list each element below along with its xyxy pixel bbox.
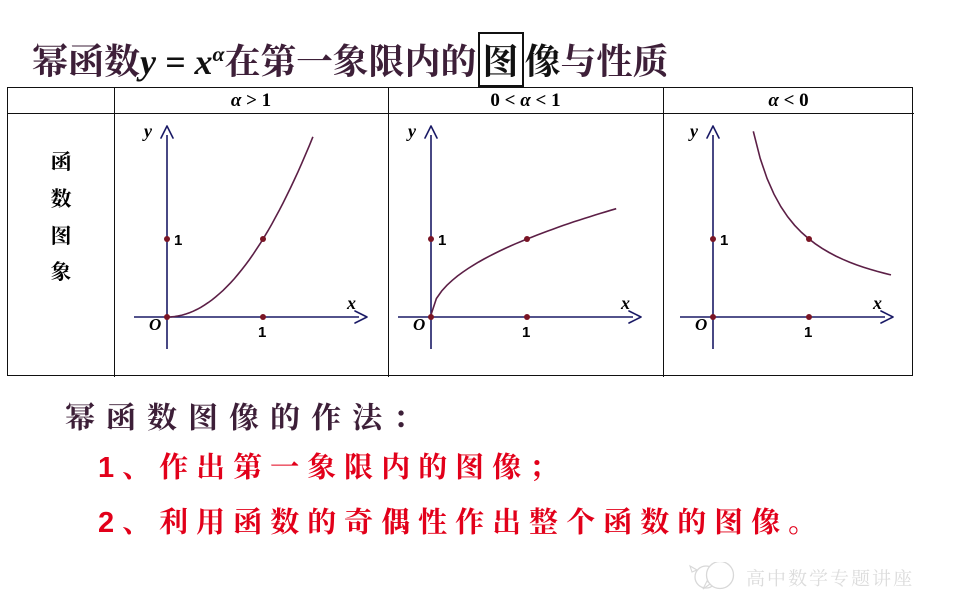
svg-text:1: 1 [720, 232, 728, 249]
svg-text:y: y [142, 121, 153, 141]
svg-text:y: y [406, 121, 417, 141]
svg-text:O: O [413, 315, 425, 334]
svg-text:x: x [872, 293, 882, 313]
svg-text:y: y [688, 121, 699, 141]
svg-text:x: x [346, 293, 356, 313]
svg-text:O: O [149, 315, 161, 334]
svg-text:x: x [620, 293, 630, 313]
svg-text:1: 1 [804, 324, 812, 341]
svg-text:1: 1 [522, 324, 530, 341]
svg-text:O: O [695, 315, 707, 334]
svg-text:1: 1 [174, 232, 182, 249]
svg-text:1: 1 [438, 232, 446, 249]
svg-text:1: 1 [258, 324, 266, 341]
